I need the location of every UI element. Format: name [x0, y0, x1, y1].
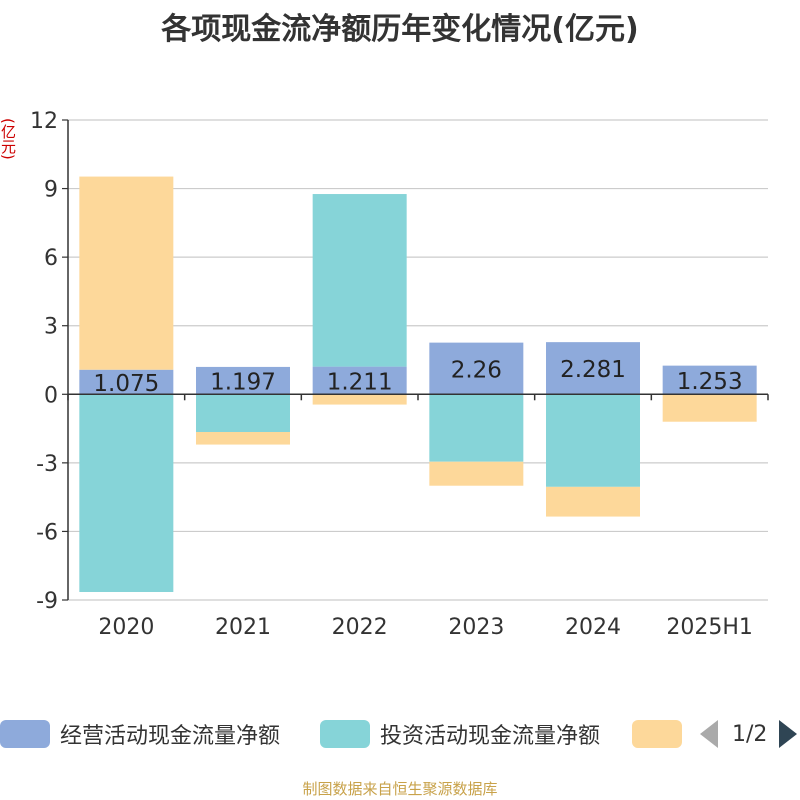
bar-series-1-2023[interactable]	[429, 394, 524, 462]
legend-prev-page-icon[interactable]	[700, 720, 718, 748]
y-tick-label: 9	[44, 178, 58, 203]
bar-series-0-2022[interactable]	[312, 366, 407, 395]
chart-plot: 12 9 6 3 0 -3 -6 -9 2020 2021 2022 2023 2024 2025H1 1.…	[30, 109, 769, 640]
x-tick-label: 2025H1	[666, 615, 753, 640]
legend-swatch	[632, 720, 682, 748]
legend-label: 经营活动现金流量净额	[60, 724, 281, 749]
legend-label: 投资活动现金流量净额	[380, 724, 601, 749]
x-tick-label: 2020	[98, 615, 154, 640]
bar-series-1-2021[interactable]	[196, 394, 290, 432]
legend-item-third-series[interactable]	[632, 717, 682, 751]
bar-series-0-2024[interactable]	[546, 342, 640, 395]
x-tick-label: 2023	[448, 615, 504, 640]
bar-series-0-2023[interactable]	[429, 342, 524, 395]
data-label: 1.253	[677, 369, 743, 395]
bar-series-0-2021[interactable]	[196, 366, 290, 395]
y-tick-label: -6	[36, 520, 58, 545]
y-tick-label: 12	[30, 109, 58, 134]
legend-swatch	[320, 720, 370, 748]
y-tick-label: 6	[44, 246, 58, 271]
legend-next-page-icon[interactable]	[779, 720, 798, 748]
bar-series-1-2024[interactable]	[546, 394, 640, 487]
legend-pager: 1/2	[700, 717, 798, 751]
x-tick-label: 2022	[332, 615, 388, 640]
source-note: 制图数据来自恒生聚源数据库	[302, 780, 498, 798]
x-tick-label: 2021	[215, 615, 271, 640]
data-label: 2.26	[451, 357, 502, 383]
bar-series-2-2023[interactable]	[429, 461, 524, 486]
bar-series-2-2024[interactable]	[546, 486, 640, 517]
data-label: 1.075	[93, 371, 159, 397]
bar-series-2-2022[interactable]	[312, 394, 407, 405]
data-label: 1.197	[210, 370, 276, 396]
legend-page-indicator: 1/2	[732, 721, 768, 747]
bar-series-0-2020[interactable]	[79, 369, 174, 395]
legend-swatch	[0, 720, 50, 748]
x-tick-label: 2024	[565, 615, 621, 640]
legend-item-investing[interactable]: 投资活动现金流量净额	[320, 717, 600, 751]
bar-series-1-2020[interactable]	[79, 394, 174, 592]
chart-title: 各项现金流净额历年变化情况(亿元)	[161, 12, 639, 47]
legend-item-operating[interactable]: 经营活动现金流量净额	[0, 717, 280, 751]
bar-series-0-2025H1[interactable]	[662, 365, 757, 395]
y-tick-label: -3	[36, 452, 58, 477]
bar-series-2-2025H1[interactable]	[662, 394, 757, 422]
y-axis-unit-label: (亿元)	[0, 118, 17, 160]
bar-series-2-2021[interactable]	[196, 432, 290, 445]
y-tick-label: 3	[44, 315, 58, 340]
bar-series-1-2022[interactable]	[312, 194, 407, 367]
y-tick-label: 0	[44, 383, 58, 408]
data-label: 1.211	[327, 369, 393, 395]
data-label: 2.281	[560, 357, 626, 383]
bar-series-2-2020[interactable]	[79, 176, 174, 370]
y-tick-label: -9	[36, 589, 58, 614]
